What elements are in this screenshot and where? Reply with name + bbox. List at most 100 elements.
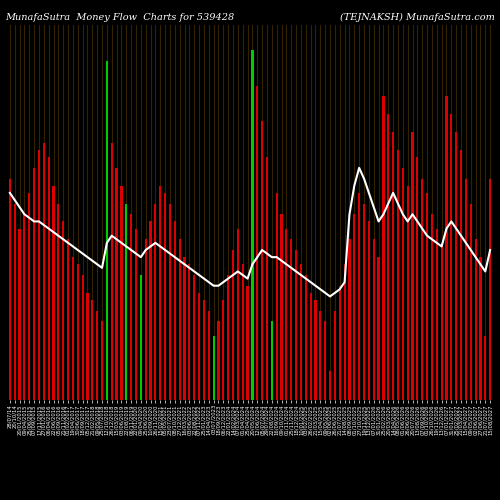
Bar <box>116 168 117 400</box>
Bar <box>480 257 482 400</box>
Bar <box>344 264 345 400</box>
Bar <box>58 204 59 400</box>
Bar <box>246 286 248 400</box>
Bar <box>106 60 108 400</box>
Bar <box>222 300 224 400</box>
Bar <box>203 300 205 400</box>
Bar <box>290 240 292 400</box>
Bar <box>48 157 50 400</box>
Bar <box>397 150 399 400</box>
Bar <box>484 336 486 400</box>
Bar <box>421 178 424 400</box>
Bar <box>91 300 94 400</box>
Bar <box>227 275 230 400</box>
Bar <box>232 250 234 400</box>
Bar <box>212 336 214 400</box>
Text: (TEJNAKSH) MunafaSutra.com: (TEJNAKSH) MunafaSutra.com <box>340 12 495 22</box>
Bar <box>237 228 239 400</box>
Bar <box>62 222 64 400</box>
Text: MunafaSutra  Money Flow  Charts for 539428: MunafaSutra Money Flow Charts for 539428 <box>5 12 234 22</box>
Bar <box>82 275 84 400</box>
Bar <box>76 264 79 400</box>
Bar <box>174 222 176 400</box>
Bar <box>329 372 331 400</box>
Bar <box>242 264 244 400</box>
Bar <box>28 193 30 400</box>
Bar <box>314 300 316 400</box>
Bar <box>256 86 258 400</box>
Bar <box>416 157 418 400</box>
Bar <box>67 240 69 400</box>
Bar <box>159 186 162 400</box>
Bar <box>96 310 98 400</box>
Bar <box>460 150 462 400</box>
Bar <box>130 214 132 400</box>
Bar <box>150 222 152 400</box>
Bar <box>300 264 302 400</box>
Bar <box>188 264 190 400</box>
Bar <box>9 178 11 400</box>
Bar <box>440 243 442 400</box>
Bar <box>382 96 384 400</box>
Bar <box>324 322 326 400</box>
Bar <box>426 193 428 400</box>
Bar <box>412 132 414 400</box>
Bar <box>320 310 322 400</box>
Bar <box>280 214 282 400</box>
Bar <box>372 240 375 400</box>
Bar <box>193 275 196 400</box>
Bar <box>276 193 278 400</box>
Bar <box>470 204 472 400</box>
Bar <box>178 240 180 400</box>
Bar <box>252 50 254 400</box>
Bar <box>304 275 307 400</box>
Bar <box>446 96 448 400</box>
Bar <box>489 178 491 400</box>
Bar <box>348 240 350 400</box>
Bar <box>474 240 476 400</box>
Bar <box>406 186 409 400</box>
Bar <box>338 286 341 400</box>
Bar <box>392 132 394 400</box>
Bar <box>310 293 312 400</box>
Bar <box>14 204 16 400</box>
Bar <box>402 168 404 400</box>
Bar <box>125 204 128 400</box>
Bar <box>266 157 268 400</box>
Bar <box>270 322 273 400</box>
Bar <box>154 204 156 400</box>
Bar <box>164 193 166 400</box>
Bar <box>455 132 458 400</box>
Bar <box>120 186 122 400</box>
Bar <box>18 228 20 400</box>
Bar <box>436 228 438 400</box>
Bar <box>450 114 452 400</box>
Bar <box>140 275 142 400</box>
Bar <box>38 150 40 400</box>
Bar <box>135 228 137 400</box>
Bar <box>334 310 336 400</box>
Bar <box>218 322 220 400</box>
Bar <box>358 193 360 400</box>
Bar <box>208 310 210 400</box>
Bar <box>86 293 88 400</box>
Bar <box>378 257 380 400</box>
Bar <box>169 204 171 400</box>
Bar <box>198 293 200 400</box>
Bar <box>368 222 370 400</box>
Bar <box>465 178 467 400</box>
Bar <box>110 143 113 400</box>
Bar <box>286 228 288 400</box>
Bar <box>42 143 45 400</box>
Bar <box>387 114 390 400</box>
Bar <box>431 214 433 400</box>
Bar <box>363 204 365 400</box>
Bar <box>261 122 263 400</box>
Bar <box>52 186 54 400</box>
Bar <box>72 257 74 400</box>
Bar <box>295 250 297 400</box>
Bar <box>101 322 103 400</box>
Bar <box>24 214 26 400</box>
Bar <box>184 257 186 400</box>
Bar <box>33 168 35 400</box>
